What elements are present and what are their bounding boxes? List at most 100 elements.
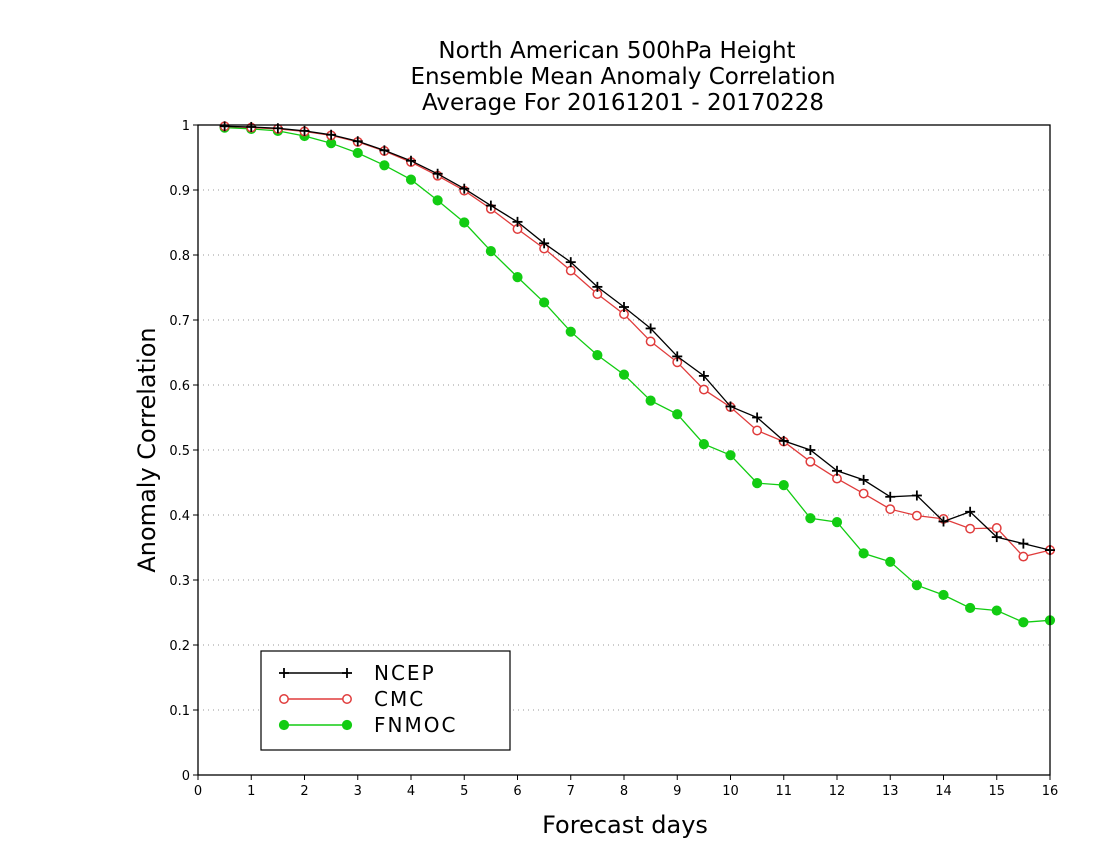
ncep-point [672,351,683,362]
x-tick-label: 15 [988,784,1005,799]
series-ncep [219,121,1055,556]
legend-entry-ncep: NCEP [279,661,436,685]
y-tick-label: 0 [182,769,190,784]
y-tick-label: 0.2 [169,639,190,654]
y-tick-label: 0.9 [169,184,190,199]
ncep-point [379,145,390,156]
fnmoc-point [858,548,869,559]
fnmoc-point [885,556,896,567]
chart-title-line-3: Average For 20161201 - 20170228 [422,90,824,116]
fnmoc-point [725,450,736,461]
y-tick-label: 0.8 [169,249,190,264]
fnmoc-point [938,589,949,601]
x-tick-label: 4 [407,784,415,799]
series-layer [219,121,1056,628]
ncep-point [619,302,629,312]
x-tick-label: 9 [673,784,681,799]
cmc-point [1018,551,1029,562]
fnmoc-point [405,174,417,185]
ncep-point [342,668,352,678]
fnmoc-point [539,297,550,308]
x-tick-label: 13 [882,784,899,799]
fnmoc-point [618,369,630,380]
chart-title-line-1: North American 500hPa Height [438,38,795,64]
fnmoc-point [341,719,353,731]
ncep-point [885,491,896,502]
fnmoc-point [379,160,390,171]
ncep-point [432,168,443,179]
ncep-point [805,445,816,455]
x-tick-label: 2 [300,784,308,799]
fnmoc-point [965,602,976,614]
cmc-point [279,694,289,704]
ncep-point [592,281,603,292]
fnmoc-point [752,478,763,489]
ncep-point [911,490,922,501]
ncep-point [299,125,310,136]
cmc-line [224,125,1051,558]
legend-entry-cmc: CMC [279,687,425,711]
y-axis-label: Anomaly Correlation [133,327,161,572]
ncep-point [565,257,576,268]
cmc-point [991,523,1002,533]
ncep-point [485,200,496,211]
fnmoc-point [352,147,363,159]
fnmoc-point [911,580,922,591]
x-tick-label: 14 [935,784,952,799]
ncep-point [246,121,257,132]
cmc-point [342,694,352,704]
ncep-point [832,465,842,476]
x-tick-label: 3 [354,784,362,799]
ncep-point [778,435,789,446]
fnmoc-point [645,395,656,406]
ncep-point [512,216,523,227]
ncep-point [752,412,763,423]
ncep-point [938,516,949,527]
ncep-point [219,121,230,132]
ncep-point [539,238,550,249]
y-tick-label: 0.4 [169,509,190,524]
ncep-point [698,370,709,381]
x-tick-label: 1 [247,784,255,799]
x-tick-label: 5 [460,784,468,799]
ncep-point [279,668,289,678]
cmc-point [752,425,763,436]
fnmoc-point [278,719,290,731]
fnmoc-point [805,513,816,524]
legend-entry-fnmoc: FNMOC [278,713,455,737]
grid-lines [198,124,1050,711]
y-tick-label: 0.1 [169,704,190,719]
ncep-point [991,532,1002,543]
series-cmc [219,121,1055,562]
x-tick-label: 6 [513,784,521,799]
legend-label-ncep: NCEP [374,661,436,685]
legend-box [260,650,511,751]
cmc-point [858,488,869,499]
y-tick-label: 0.7 [169,314,190,329]
axes: 00.10.20.30.40.50.60.70.80.910 1 2 3 4 5 6 7 8 9 1… [169,119,1058,799]
ncep-point [858,474,869,485]
fnmoc-point [778,480,789,491]
fnmoc-point [432,195,443,206]
ncep-point [406,155,416,166]
y-tick-label: 0.5 [169,444,190,459]
ncep-point [326,129,337,140]
legend-label-cmc: CMC [374,687,425,711]
cmc-point [698,384,709,395]
cmc-point [885,504,896,515]
ncep-point [1018,538,1029,549]
x-tick-label: 7 [567,784,575,799]
ncep-point [725,401,736,412]
ncep-point [965,506,976,517]
series-fnmoc [219,122,1056,628]
y-tick-label: 1 [182,119,190,134]
x-tick-label: 0 [194,784,202,799]
fnmoc-line [224,126,1051,623]
cmc-point [565,265,576,276]
fnmoc-point [1018,617,1029,628]
fnmoc-point [459,217,470,228]
x-tick-label: 8 [620,784,628,799]
fnmoc-point [831,517,843,528]
